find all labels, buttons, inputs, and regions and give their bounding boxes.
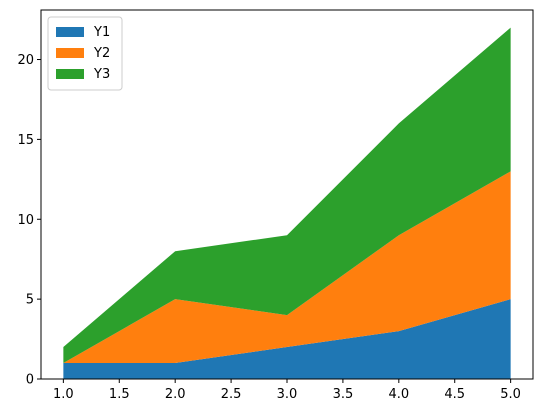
y-tick-label: 20 — [17, 53, 34, 68]
x-tick-label: 5.0 — [500, 387, 521, 402]
legend-swatch-y3 — [56, 69, 84, 79]
y-tick-label: 10 — [17, 213, 34, 228]
legend: Y1 Y2 Y3 — [47, 16, 123, 91]
x-tick-label: 1.0 — [53, 387, 74, 402]
x-tick-label: 2.5 — [221, 387, 242, 402]
y-tick-label: 5 — [26, 293, 34, 308]
y-axis: 0 5 10 15 20 — [17, 53, 41, 388]
legend-label-y3: Y3 — [93, 67, 110, 82]
x-tick-label: 3.5 — [333, 387, 354, 402]
area-series-y3 — [63, 27, 511, 364]
legend-swatch-y1 — [56, 27, 84, 37]
legend-label-y1: Y1 — [93, 25, 110, 40]
legend-label-y2: Y2 — [93, 46, 110, 61]
x-tick-label: 4.5 — [444, 387, 465, 402]
x-tick-label: 1.5 — [109, 387, 130, 402]
area-series-y1 — [63, 299, 511, 379]
area-series-y2 — [63, 171, 511, 364]
x-tick-label: 4.0 — [388, 387, 409, 402]
x-tick-label: 2.0 — [165, 387, 186, 402]
y-tick-label: 0 — [26, 373, 34, 388]
legend-swatch-y2 — [56, 48, 84, 58]
x-axis: 1.0 1.5 2.0 2.5 3.0 3.5 4.0 4.5 5.0 — [53, 379, 521, 402]
area-series-group — [63, 27, 511, 379]
x-tick-label: 3.0 — [277, 387, 298, 402]
y-tick-label: 15 — [17, 133, 34, 148]
